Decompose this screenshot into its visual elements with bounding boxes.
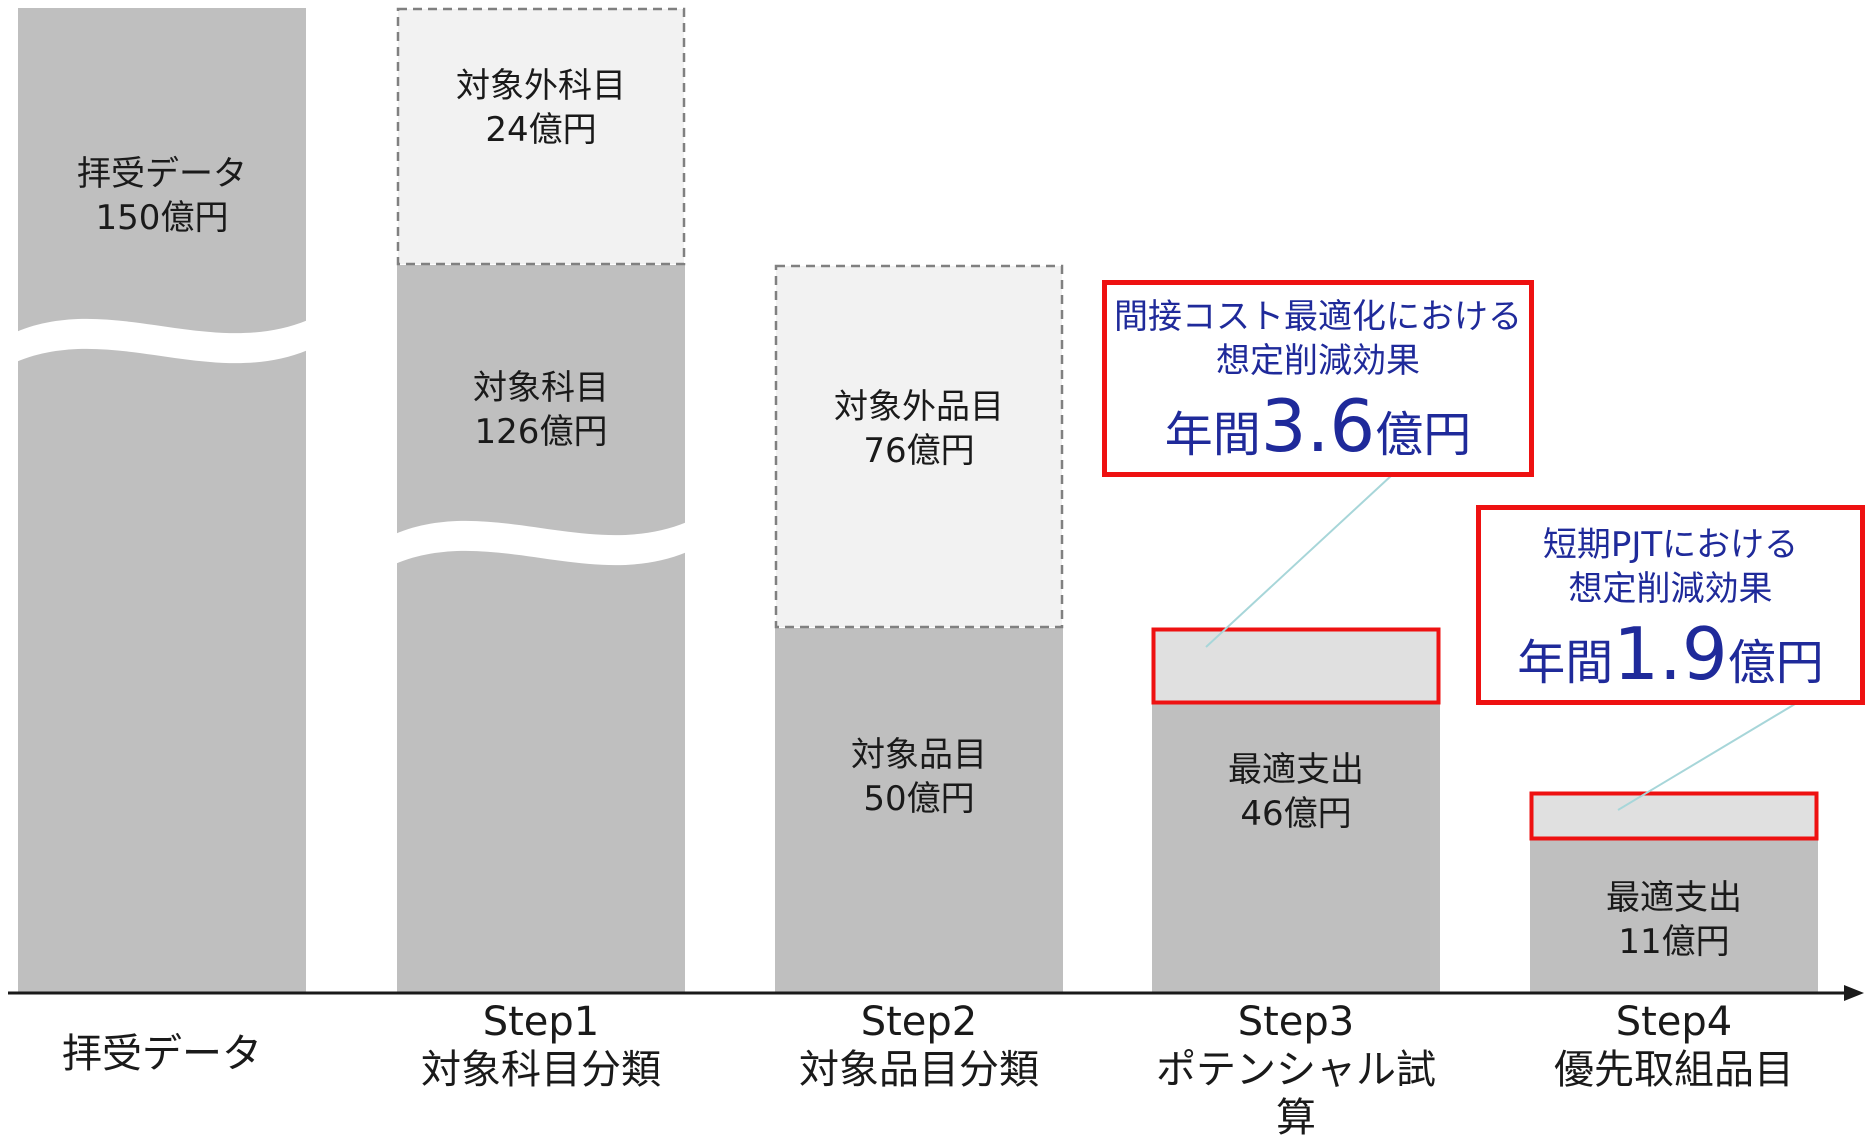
segment-label-bar3-seg0: 最適支出 46億円 [1152, 748, 1440, 836]
bar-segment-3-0 [1152, 704, 1440, 993]
break-mark-bar0 [16, 318, 308, 364]
callout-prefix: 年間 [1517, 635, 1614, 691]
segment-label-bar0-seg0: 拝受データ 150億円 [18, 152, 306, 240]
x-tick-label-1: Step1 対象科目分類 [389, 998, 693, 1094]
callout-step3: 間接コスト最適化における 想定削減効果 年間3.6億円 [1102, 280, 1534, 477]
x-tick-label-3: Step3 ポテンシャル試算 [1140, 998, 1452, 1142]
segment-name: 最適支出 [1606, 878, 1742, 918]
segment-name: 対象科目 [473, 368, 609, 408]
x-tick-name: 拝受データ [62, 1031, 262, 1077]
callout-suffix: 億円 [1727, 635, 1824, 691]
segment-label-bar4-seg0: 最適支出 11億円 [1530, 876, 1818, 964]
callout-line1: 短期PJTにおける [1542, 525, 1799, 565]
segment-value: 50億円 [863, 779, 975, 819]
bar-segment-2-1 [774, 264, 1064, 629]
x-tick-label-2: Step2 対象品目分類 [767, 998, 1071, 1094]
segment-value: 76億円 [863, 431, 975, 471]
segment-name: 対象外品目 [834, 387, 1004, 427]
callout-amount: 年間3.6億円 [1107, 390, 1529, 481]
bar-segment-1-1 [396, 7, 686, 266]
chart-svg [8, 7, 1864, 1001]
callout-number: 1.9 [1613, 612, 1728, 696]
bar-segment-4-1 [1529, 791, 1819, 841]
x-tick-name: 対象品目分類 [799, 1047, 1039, 1093]
leader-line-step4 [1617, 703, 1796, 811]
x-tick-step: Step2 [860, 999, 978, 1045]
segment-value: 24億円 [485, 110, 597, 150]
break-mark-bar1 [395, 520, 687, 566]
segment-label-bar2-seg0: 対象品目 50億円 [775, 733, 1063, 821]
x-tick-step: Step4 [1615, 999, 1733, 1045]
bar-segment-0-0 [18, 8, 306, 993]
bar-segment-2-0 [775, 628, 1063, 993]
leader-line-step3 [1205, 474, 1393, 648]
segment-name: 対象外科目 [456, 66, 626, 106]
x-tick-step: Step1 [482, 999, 600, 1045]
bar-segment-1-0 [397, 265, 685, 993]
x-tick-name: 対象科目分類 [421, 1047, 661, 1093]
bar-segment-3-1 [1151, 627, 1441, 705]
segment-value: 46億円 [1240, 794, 1352, 834]
x-tick-name: 優先取組品目 [1554, 1047, 1794, 1093]
x-axis-arrow-icon [1844, 985, 1864, 1001]
callout-line2: 想定削減効果 [1216, 341, 1420, 381]
segment-label-bar1-seg1: 対象外科目 24億円 [397, 64, 685, 152]
callout-amount: 年間1.9億円 [1481, 618, 1860, 709]
x-tick-name: ポテンシャル試算 [1156, 1047, 1436, 1141]
segment-label-bar2-seg1: 対象外品目 76億円 [775, 385, 1063, 473]
segment-name: 対象品目 [851, 735, 987, 775]
segment-value: 126億円 [474, 412, 608, 452]
callout-step4: 短期PJTにおける 想定削減効果 年間1.9億円 [1476, 505, 1865, 705]
callout-number: 3.6 [1260, 384, 1376, 468]
segment-value: 150億円 [95, 198, 229, 238]
x-tick-label-4: Step4 優先取組品目 [1522, 998, 1826, 1094]
segment-label-bar1-seg0: 対象科目 126億円 [397, 366, 685, 454]
chart-canvas: 拝受データ 150億円 対象外科目 24億円 対象科目 126億円 対象外品目 … [8, 7, 1865, 1141]
callout-line2: 想定削減効果 [1568, 569, 1773, 609]
callout-prefix: 年間 [1164, 407, 1261, 463]
callout-line1: 間接コスト最適化における [1114, 297, 1522, 337]
x-tick-label-0: 拝受データ [10, 1030, 314, 1078]
x-tick-step: Step3 [1237, 999, 1355, 1045]
segment-name: 最適支出 [1228, 750, 1364, 790]
callout-suffix: 億円 [1375, 407, 1472, 463]
bar-segment-4-0 [1530, 840, 1818, 993]
segment-name: 拝受データ [77, 154, 247, 194]
segment-value: 11億円 [1618, 922, 1730, 962]
